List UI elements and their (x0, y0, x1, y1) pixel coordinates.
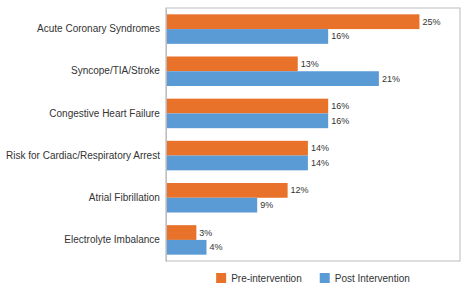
data-label: 9% (260, 200, 273, 210)
y-axis: Electrolyte Imbalance Atrial Fibrillation… (6, 9, 166, 262)
y-tick-label: Acute Coronary Syndromes (37, 23, 160, 34)
y-tick-label: Syncope/TIA/Stroke (71, 65, 160, 76)
data-label: 21% (382, 74, 400, 84)
data-labels: 3% 12% 14% 16% 13% 25% 4% 9% 14% 16% 21% 16% (199, 17, 440, 253)
y-tick-label: Risk for Cardiac/Respiratory Arrest (6, 150, 160, 161)
bar (166, 240, 207, 255)
y-tick: Acute Coronary Syndromes (37, 23, 166, 34)
legend-swatch (216, 273, 226, 283)
data-label: 14% (311, 143, 329, 153)
chart-container: 3% 12% 14% 16% 13% 25% 4% 9% 14% 16% 21% 16% Electro… (0, 0, 474, 291)
bar (166, 29, 328, 44)
y-tick-label: Electrolyte Imbalance (64, 234, 160, 245)
legend-item: Post Intervention (320, 273, 410, 284)
bar (166, 156, 308, 171)
bar (166, 141, 308, 156)
y-tick: Electrolyte Imbalance (64, 234, 166, 245)
bars (166, 14, 420, 254)
y-tick: Congestive Heart Failure (49, 108, 166, 119)
legend-label: Pre-intervention (231, 273, 302, 284)
y-tick: Atrial Fibrillation (89, 192, 166, 203)
bar (166, 56, 298, 71)
data-label: 3% (199, 228, 212, 238)
bar (166, 14, 420, 29)
bar (166, 71, 379, 86)
y-tick: Syncope/TIA/Stroke (71, 65, 166, 76)
bar (166, 113, 328, 128)
data-label: 16% (331, 116, 349, 126)
bar-series (166, 14, 420, 240)
data-label: 16% (331, 31, 349, 41)
bar (166, 99, 328, 114)
data-label: 16% (331, 101, 349, 111)
bar (166, 183, 288, 198)
bar-series (166, 29, 379, 255)
legend-item: Pre-intervention (216, 273, 302, 284)
data-label: 4% (209, 242, 222, 252)
y-tick-label: Atrial Fibrillation (89, 192, 160, 203)
data-label: 14% (311, 158, 329, 168)
data-label: 13% (301, 59, 319, 69)
data-label: 25% (422, 17, 440, 27)
y-tick: Risk for Cardiac/Respiratory Arrest (6, 150, 166, 161)
y-tick-label: Congestive Heart Failure (49, 108, 160, 119)
legend: Pre-intervention Post Intervention (216, 273, 410, 284)
plot-frame (166, 8, 460, 261)
legend-swatch (320, 273, 330, 283)
chart-svg: 3% 12% 14% 16% 13% 25% 4% 9% 14% 16% 21% 16% Electro… (0, 0, 474, 291)
bar (166, 198, 257, 213)
bar (166, 225, 196, 240)
data-label: 12% (291, 185, 309, 195)
y-axis-line (166, 9, 167, 262)
legend-label: Post Intervention (335, 273, 410, 284)
